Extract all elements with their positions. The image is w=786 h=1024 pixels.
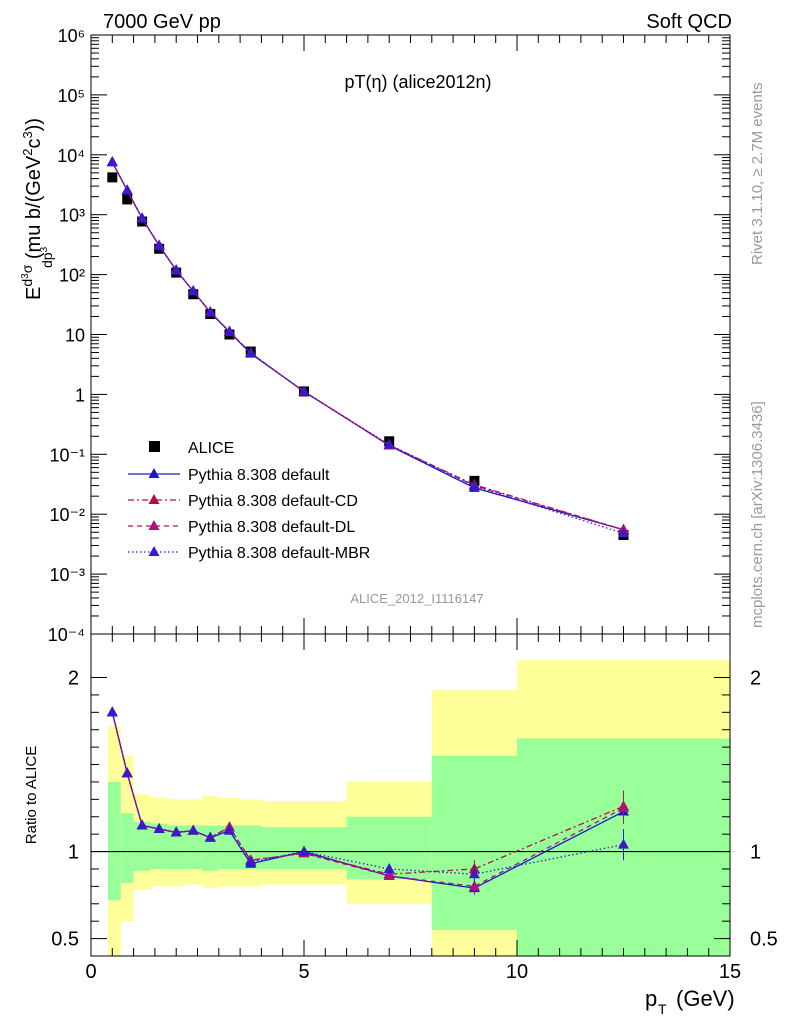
main-series-group [106, 155, 629, 540]
ratio-point-dotted [106, 706, 118, 717]
legend-entry-label: Pythia 8.308 default-DL [188, 519, 355, 536]
ratio-point-dotted [223, 824, 235, 835]
ratio-y-tick-label-left: 1 [68, 842, 79, 864]
main-point-dotted [245, 347, 257, 358]
y-tick-label: 10⁴ [57, 146, 85, 166]
ratio-point-dotted [468, 868, 480, 879]
ratio-point-dotted [204, 831, 216, 842]
ratio-point-dotted [153, 822, 165, 833]
y-tick-label: 10³ [59, 206, 85, 226]
ratio-y-tick-label-right: 1 [750, 842, 761, 864]
ratio-point-dotted [383, 862, 395, 873]
uncertainty-band-inner [240, 825, 262, 869]
ratio-axes: 0.5 0.5 1 1 2 2 0 5 10 15 [51, 634, 778, 983]
y-tick-label: 10⁻³ [49, 565, 85, 585]
uncertainty-band-inner [184, 825, 202, 869]
uncertainty-band-inner [133, 821, 151, 871]
y-tick-label: 1 [75, 385, 85, 405]
plot-title: pT(η) (alice2012n) [344, 72, 491, 92]
main-point-dotted [298, 385, 310, 396]
energy-label: 7000 GeV pp [103, 11, 221, 33]
y-tick-label: 10⁵ [58, 86, 85, 106]
legend-marker-data [149, 441, 160, 452]
source-label: mcplots.cern.ch [arXiv:1306.3436] [749, 401, 766, 628]
main-point-dotted [187, 285, 199, 296]
ratio-point-dashed [383, 869, 395, 880]
legend-entry-label: Pythia 8.308 default-CD [188, 493, 358, 510]
uncertainty-band-inner [431, 755, 517, 930]
ratio-point-dotted [618, 838, 629, 849]
ratio-point-dashed [618, 802, 629, 813]
analysis-id: ALICE_2012_I1116147 [350, 591, 483, 606]
ratio-point-dotted [298, 845, 310, 856]
alice-data-point [122, 194, 133, 205]
main-y-axis-label-text: Ed3σ (mu b/(GeV2c3)) [19, 118, 45, 300]
uncertainty-band-inner [150, 823, 168, 869]
legend-entry-label: Pythia 8.308 default-MBR [188, 545, 370, 562]
main-point-dotted [468, 480, 480, 491]
main-y-axis: 10⁻⁴ 10⁻³ 10⁻² 10⁻¹ 1 10 10² 10³ 10⁴ 10⁵ 10⁶ [48, 26, 731, 645]
x-axis-label: p T (GeV) [645, 986, 735, 1017]
ratio-y-tick-label-left: 0.5 [51, 929, 79, 951]
legend-entry-label: ALICE [188, 440, 234, 457]
ratio-point-dashed [468, 880, 480, 891]
main-point-dotted [204, 306, 216, 317]
x-axis-label-p: p [645, 986, 657, 1011]
x-tick-label: 10 [506, 961, 528, 983]
ratio-y-tick-label-left: 2 [68, 668, 79, 690]
y-tick-label: 10⁶ [58, 26, 85, 46]
ratio-point-dotted [187, 824, 199, 835]
legend-marker-dotted [148, 546, 160, 556]
uncertainty-band-inner [120, 813, 134, 883]
main-frame [90, 34, 731, 635]
y-tick-label: 10² [59, 266, 85, 286]
main-point-dotted [121, 184, 133, 195]
ratio-y-tick-label-right: 0.5 [750, 929, 778, 951]
ratio-y-tick-label-right: 2 [750, 668, 761, 690]
x-tick-label: 0 [85, 961, 96, 983]
y-tick-label: 10⁻⁴ [48, 625, 85, 645]
x-tick-label: 5 [298, 961, 309, 983]
main-point-dotted [136, 212, 148, 223]
uncertainty-band-inner [108, 781, 121, 901]
main-point-dotted [223, 326, 235, 337]
legend-marker-dashdot [148, 494, 160, 504]
category-label: Soft QCD [646, 11, 732, 33]
main-point-dotted [383, 438, 395, 449]
legend-entry-label: Pythia 8.308 default [188, 467, 330, 484]
ratio-point-dotted [136, 819, 148, 830]
legend: ALICE Pythia 8.308 default Pythia 8.308 de… [128, 440, 370, 562]
main-y-axis-label: Ed3σ (mu b/(GeV2c3)) dp3 [19, 118, 55, 300]
ratio-point-dotted [245, 856, 257, 867]
alice-data-point [107, 172, 118, 183]
y-tick-label: 10 [65, 326, 85, 346]
rivet-label: Rivet 3.1.10, ≥ 2.7M events [749, 83, 766, 266]
y-tick-label: 10⁻¹ [49, 445, 85, 465]
main-y-axis-label-denominator: dp3 [39, 246, 55, 268]
x-axis-label-sub: T [658, 1001, 667, 1017]
main-point-dotted [170, 264, 182, 275]
ratio-bands [91, 660, 730, 956]
main-point-dotted [153, 239, 165, 250]
y-tick-label: 10⁻² [49, 505, 85, 525]
main-point-dotted [618, 527, 629, 538]
legend-marker-dashed [148, 520, 160, 530]
ratio-series-group [106, 706, 629, 896]
x-axis-label-unit: (GeV) [676, 986, 735, 1011]
ratio-y-axis-label: Ratio to ALICE [23, 746, 40, 844]
legend-marker-solid [148, 468, 160, 478]
x-tick-label: 15 [719, 961, 741, 983]
main-point-dotted [106, 156, 118, 167]
ratio-point-dotted [170, 826, 182, 837]
ratio-point-dotted [121, 767, 133, 778]
